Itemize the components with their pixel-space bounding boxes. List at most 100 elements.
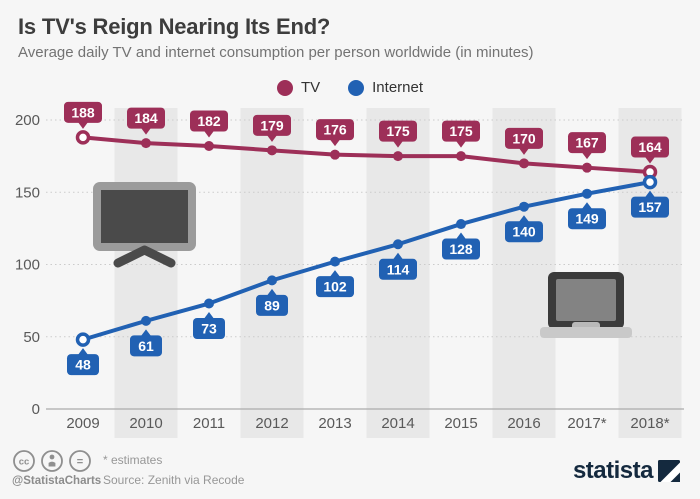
year-band-2016 [492, 108, 556, 438]
internet-value-badge-pointer [141, 329, 151, 337]
tv-value-badge-2013 [316, 119, 354, 141]
tv-value-badge-2012 [253, 114, 291, 136]
x-tick-label-2013: 2013 [318, 415, 351, 432]
internet-point-2015 [456, 219, 466, 230]
internet-value-badge-pointer [78, 348, 88, 355]
tv-value-badge-pointer [78, 122, 88, 129]
internet-point-2011 [204, 298, 214, 309]
tv-value-badge-pointer [141, 127, 151, 135]
tv-value-label: 175 [386, 123, 410, 139]
year-band-2010 [114, 108, 178, 438]
internet-value-badge-2012 [256, 294, 288, 316]
tv-value-label: 179 [260, 117, 284, 133]
statista-logo: statista [572, 457, 680, 484]
internet-point-2010 [141, 315, 151, 326]
internet-point-2013 [330, 256, 340, 267]
tv-value-badge-2016 [505, 127, 543, 149]
tv-point-2016 [519, 158, 529, 169]
internet-value-badge-pointer [582, 202, 592, 209]
chart-canvas: 0 50 100 150 200 2009 2010 2011 2012 2013 2014 2015… [15, 101, 684, 438]
tv-point-2017* [582, 162, 592, 173]
internet-point-2016 [519, 201, 529, 212]
internet-value-badge-pointer [519, 215, 529, 222]
attribution-icon [41, 450, 63, 472]
source-note: Source: Zenith via Recode [103, 473, 245, 487]
legend-item-internet: Internet [348, 79, 423, 96]
tv-value-label: 164 [638, 139, 662, 155]
internet-value-label: 114 [387, 261, 410, 277]
equals-icon: = [69, 450, 91, 472]
internet-value-badge-2011 [193, 318, 225, 340]
internet-value-badge-pointer [330, 270, 340, 277]
internet-value-badge-pointer [456, 232, 466, 240]
internet-value-label: 61 [138, 338, 154, 354]
tv-value-badge-2014 [379, 120, 417, 142]
tv-point-2010 [141, 138, 151, 149]
tv-value-badge-2015 [442, 120, 480, 142]
legend: TV Internet [0, 79, 700, 96]
tv-point-2011 [204, 141, 214, 152]
internet-value-badge-2010 [130, 335, 162, 357]
y-tick-label-150: 150 [15, 184, 40, 201]
statista-wordmark: statista [572, 457, 654, 484]
tv-legend-label: TV [300, 79, 321, 96]
tv-value-badge-2017* [568, 132, 606, 154]
internet-value-label: 89 [264, 297, 280, 313]
tv-value-badge-pointer [393, 140, 403, 148]
svg-text:=: = [77, 456, 83, 468]
statista-logo-icon [658, 460, 680, 482]
cc-icon: cc [13, 450, 35, 472]
internet-point-2014 [393, 239, 403, 250]
tv-value-badge-2011 [190, 110, 228, 132]
internet-point-2012 [267, 275, 277, 286]
internet-value-label: 149 [575, 211, 599, 227]
internet-point-2009 [75, 332, 91, 347]
internet-value-badge-pointer [204, 312, 214, 319]
tv-point-2015 [456, 151, 466, 162]
internet-value-badge-pointer [393, 252, 403, 260]
x-tick-label-2011: 2011 [193, 415, 225, 432]
internet-legend-label: Internet [372, 79, 424, 96]
statista-charts-handle: @StatistaCharts [12, 475, 102, 487]
internet-legend-dot-icon [348, 79, 365, 96]
internet-point-2018* [642, 174, 658, 190]
tv-point-2014 [393, 151, 403, 162]
series-layer: 188 184 182 179 176 175 175 170 167 164 48 61 73 89 10… [64, 101, 669, 376]
tv-value-label: 175 [449, 123, 473, 139]
x-tick-label-2015: 2015 [444, 415, 477, 432]
decorative-icons-layer [93, 182, 632, 338]
internet-line [81, 180, 652, 342]
tv-point-2012 [267, 145, 277, 156]
tv-icon [93, 182, 196, 268]
y-tick-label-200: 200 [15, 112, 40, 129]
tv-value-label: 184 [134, 110, 158, 126]
x-tick-label-2009: 2009 [66, 415, 99, 432]
page-subtitle: Average daily TV and internet consumptio… [18, 44, 534, 61]
internet-value-badge-2016 [505, 221, 543, 243]
footer: cc = @StatistaCharts * estimates Source:… [0, 444, 700, 499]
internet-value-badge-2013 [316, 276, 354, 298]
tv-value-label: 182 [197, 113, 221, 129]
tv-value-badge-pointer [267, 135, 277, 142]
tv-value-badge-2009 [64, 101, 102, 123]
tv-value-label: 176 [323, 122, 347, 138]
tv-value-badge-pointer [204, 130, 214, 138]
internet-value-badge-2015 [442, 238, 480, 260]
internet-value-badge-2014 [379, 258, 417, 280]
internet-value-label: 73 [201, 321, 217, 337]
internet-value-label: 140 [512, 224, 536, 240]
x-tick-label-2014: 2014 [381, 415, 414, 432]
tv-line [81, 135, 652, 175]
internet-value-badge-pointer [645, 190, 655, 198]
internet-value-label: 157 [638, 199, 662, 215]
y-tick-label-0: 0 [32, 401, 40, 418]
page-title: Is TV's Reign Nearing Its End? [18, 14, 331, 39]
internet-value-label: 102 [323, 279, 347, 295]
tv-value-badge-2018* [631, 136, 669, 158]
svg-text:cc: cc [19, 457, 30, 468]
creative-commons-license-icons: cc = [13, 450, 91, 472]
internet-value-label: 128 [449, 241, 473, 257]
y-tick-label-100: 100 [15, 257, 40, 274]
tv-point-2009 [75, 130, 91, 145]
estimates-note: * estimates [103, 453, 163, 467]
